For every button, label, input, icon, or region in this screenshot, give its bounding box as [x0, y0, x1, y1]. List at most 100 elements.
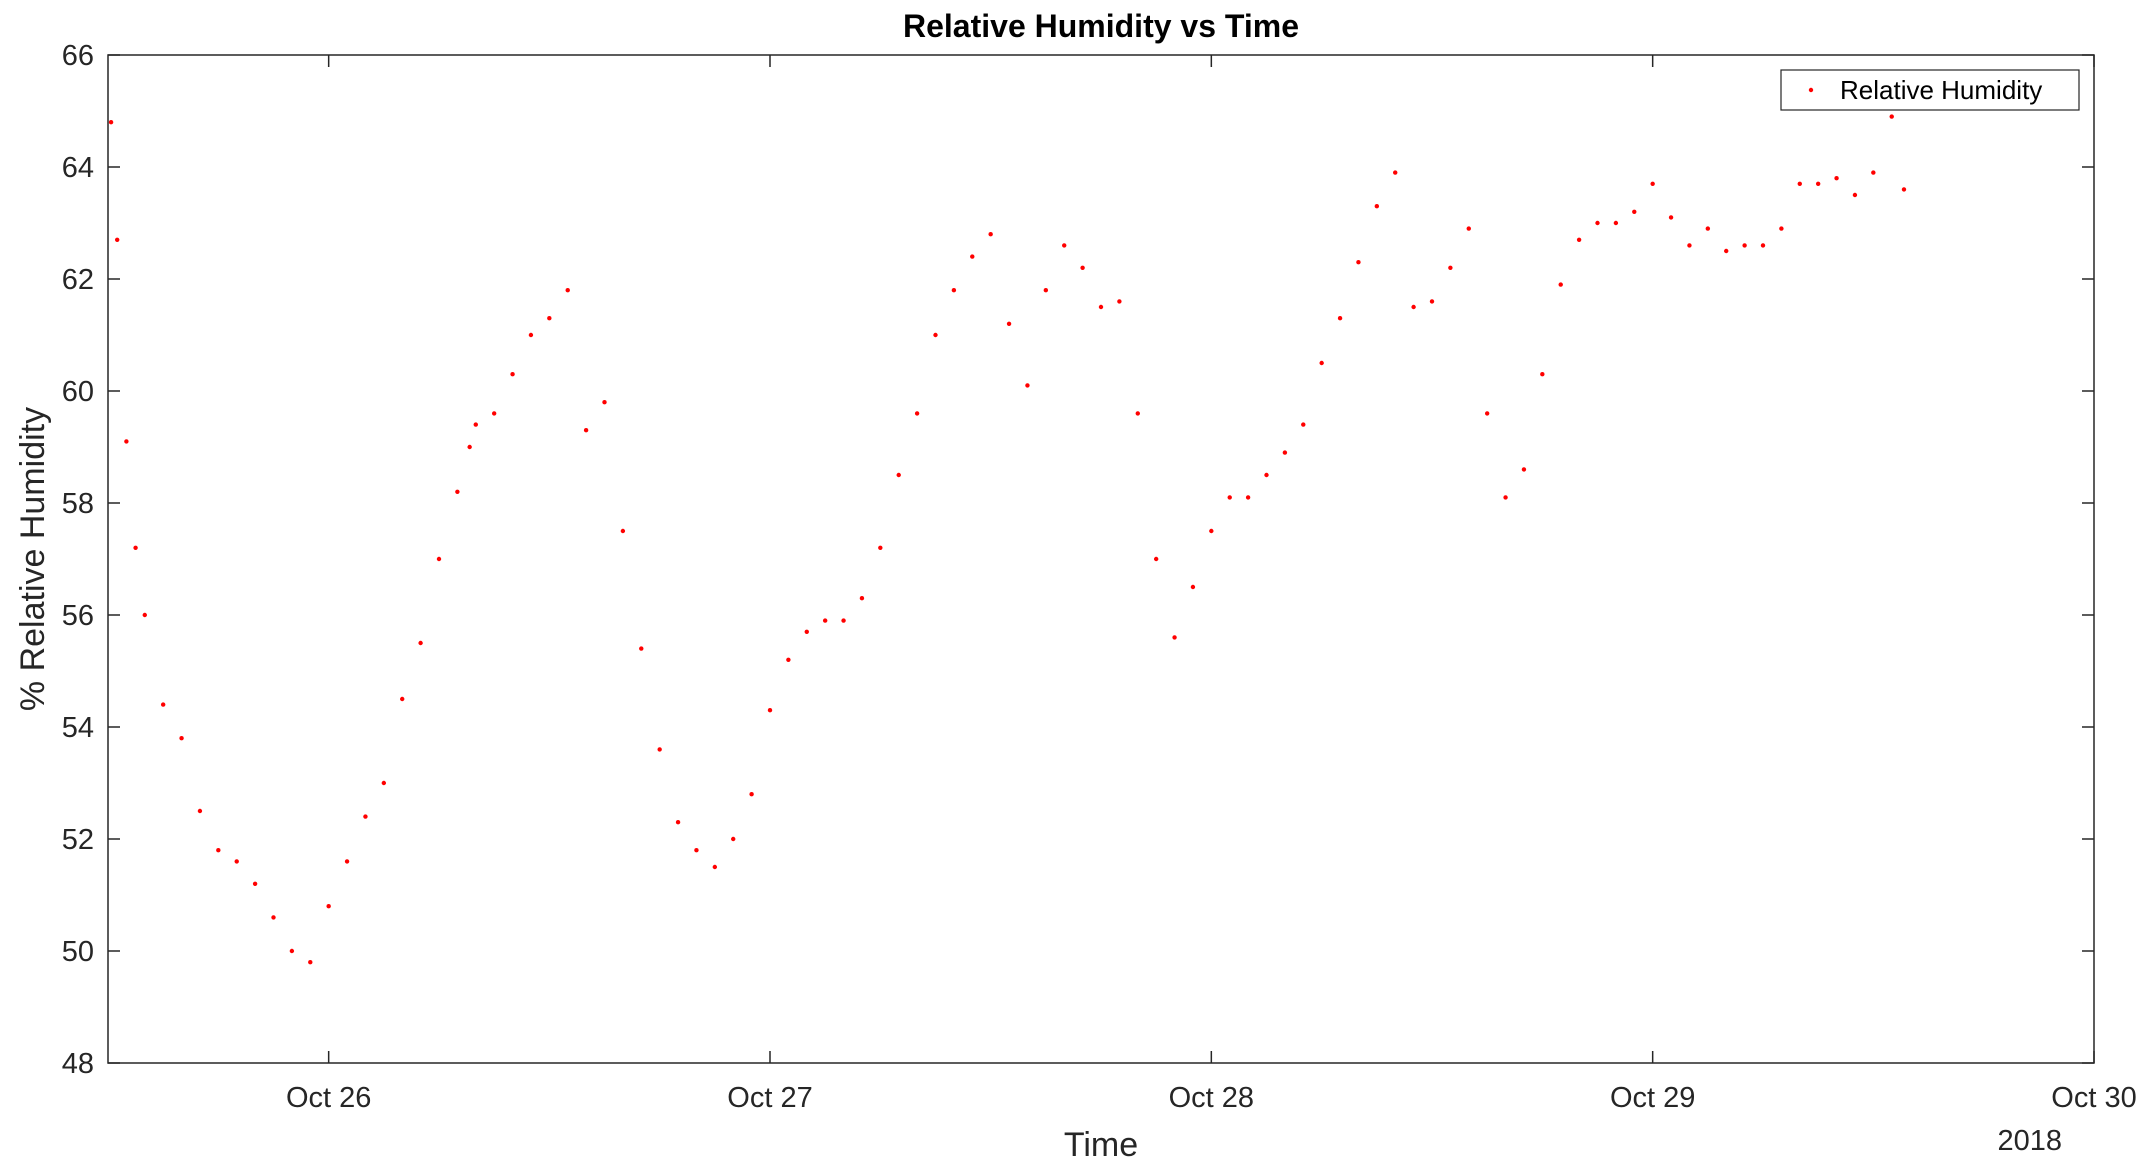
- data-point: [841, 618, 846, 623]
- x-tick-label: Oct 29: [1610, 1082, 1695, 1114]
- data-point: [124, 439, 129, 444]
- data-point: [749, 792, 754, 797]
- legend-box: [1780, 69, 2080, 111]
- data-point: [381, 780, 387, 786]
- legend-label: Relative Humidity: [1840, 75, 2042, 105]
- data-point: [1227, 495, 1232, 500]
- data-point: [160, 702, 166, 707]
- data-point: [1540, 372, 1545, 377]
- data-point: [933, 332, 938, 338]
- data-point: [767, 708, 773, 713]
- data-point: [822, 618, 828, 623]
- data-point: [786, 657, 791, 662]
- y-tick-label: 52: [62, 824, 94, 856]
- data-point: [1760, 243, 1766, 248]
- data-point: [565, 288, 570, 293]
- data-point: [1319, 360, 1324, 366]
- series-points: [108, 114, 1907, 965]
- x-tick-label: Oct 27: [727, 1082, 812, 1114]
- data-point: [712, 864, 718, 870]
- data-point: [179, 736, 184, 741]
- data-point: [1503, 495, 1508, 500]
- data-point: [1852, 192, 1858, 198]
- data-point: [1815, 181, 1821, 186]
- data-point: [1374, 204, 1380, 209]
- y-tick-label: 48: [62, 1048, 94, 1080]
- data-point: [1889, 114, 1894, 119]
- data-point: [400, 696, 405, 702]
- data-point: [289, 948, 295, 954]
- data-point: [418, 640, 423, 646]
- data-point: [1521, 467, 1527, 472]
- data-point: [1668, 215, 1674, 220]
- data-point: [1172, 635, 1177, 640]
- data-point: [1724, 248, 1729, 254]
- data-point: [1301, 422, 1306, 427]
- data-point: [951, 288, 957, 293]
- x-tick-label: Oct 28: [1169, 1082, 1254, 1114]
- data-point: [528, 332, 534, 338]
- data-point: [473, 422, 478, 427]
- data-point: [1356, 260, 1361, 265]
- data-point: [1797, 181, 1802, 186]
- data-point: [363, 814, 368, 819]
- data-point: [1135, 411, 1140, 416]
- y-tick-label: 62: [62, 264, 94, 296]
- data-point: [1448, 265, 1453, 270]
- data-point: [252, 881, 258, 886]
- data-point: [114, 237, 120, 242]
- data-point: [878, 545, 883, 550]
- y-axis-label: % Relative Humidity: [14, 407, 52, 711]
- y-tick-label: 58: [62, 488, 94, 520]
- data-point: [602, 400, 607, 405]
- data-point: [1558, 282, 1563, 287]
- x-tick-label: Oct 30: [2051, 1082, 2136, 1114]
- data-point: [1117, 299, 1122, 304]
- data-point: [467, 444, 472, 450]
- data-point: [970, 254, 975, 259]
- x-tick-label: Oct 26: [286, 1082, 371, 1114]
- plot-background: [108, 55, 2094, 1063]
- data-point: [142, 612, 147, 618]
- data-point: [1025, 383, 1030, 388]
- data-point: [859, 596, 865, 601]
- data-point: [731, 836, 736, 842]
- data-point: [1613, 220, 1619, 226]
- data-point: [436, 556, 442, 562]
- data-point: [344, 859, 350, 864]
- data-point: [547, 316, 552, 321]
- data-point: [108, 120, 114, 125]
- data-point: [1650, 181, 1655, 186]
- data-point: [491, 411, 497, 416]
- data-point: [1705, 226, 1711, 231]
- x-axis-year-label: 2018: [1997, 1125, 2062, 1157]
- data-point: [1153, 556, 1159, 562]
- data-point: [639, 646, 644, 651]
- data-point: [1595, 220, 1600, 226]
- data-point: [1393, 170, 1398, 175]
- data-point: [1282, 450, 1288, 455]
- data-point: [271, 915, 276, 920]
- y-tick-label: 54: [62, 712, 94, 744]
- chart-title: Relative Humidity vs Time: [903, 8, 1299, 44]
- data-point: [234, 859, 239, 864]
- data-point: [510, 372, 515, 377]
- data-point: [1484, 411, 1490, 416]
- data-point: [657, 747, 662, 752]
- data-point: [1209, 528, 1214, 534]
- data-point: [1062, 243, 1067, 248]
- axis-ticks: Oct 26 Oct 27 Oct 28 Oct 29 Oct 30 48 50 52 54 56…: [62, 40, 2137, 1114]
- data-point: [694, 848, 699, 853]
- data-point: [1080, 265, 1085, 270]
- data-point: [133, 545, 138, 550]
- data-point: [1632, 209, 1637, 214]
- data-point: [1190, 584, 1196, 590]
- y-tick-label: 66: [62, 40, 94, 72]
- data-point: [988, 232, 993, 237]
- y-tick-label: 60: [62, 376, 94, 408]
- data-point: [1006, 321, 1012, 326]
- data-point: [216, 848, 221, 853]
- data-point: [197, 808, 203, 814]
- data-point: [1779, 226, 1784, 231]
- data-point: [1871, 170, 1876, 175]
